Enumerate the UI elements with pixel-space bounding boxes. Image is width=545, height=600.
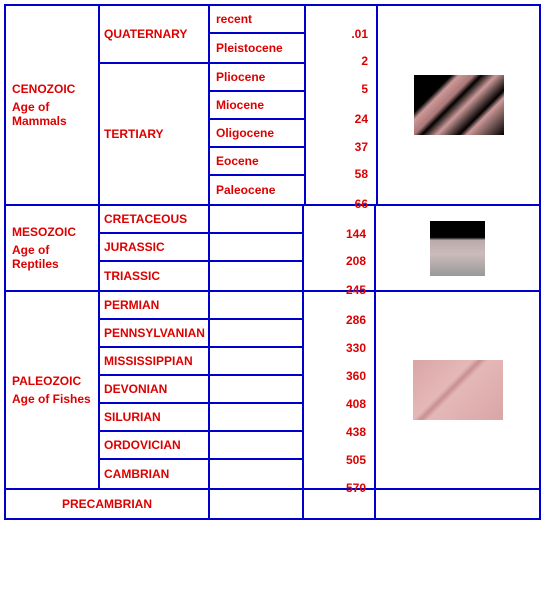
- time-val: 286: [346, 313, 366, 327]
- era-label-cell: PRECAMBRIAN: [6, 490, 210, 518]
- era-name: PALEOZOIC: [12, 374, 92, 388]
- time-col-precambrian: [304, 490, 376, 518]
- period-jurassic: JURASSIC: [100, 234, 208, 262]
- period-permian: PERMIAN: [100, 292, 208, 320]
- epoch-empty: [210, 234, 302, 262]
- era-image-cell: [376, 292, 539, 488]
- epoch-empty: [210, 320, 302, 348]
- period-tertiary: TERTIARY: [100, 64, 210, 204]
- time-val: 360: [346, 369, 366, 383]
- period-silurian: SILURIAN: [100, 404, 208, 432]
- epoch-empty: [210, 292, 302, 320]
- time-val: 330: [346, 341, 366, 355]
- time-val: 5: [361, 82, 368, 96]
- time-col-mesozoic: 144 208 245: [304, 206, 376, 290]
- period-mississippian: MISSISSIPPIAN: [100, 348, 208, 376]
- epoch-empty: [210, 262, 302, 290]
- period-quaternary: QUATERNARY: [100, 6, 210, 62]
- era-image-cell: [376, 490, 539, 518]
- epoch-pliocene: Pliocene: [210, 64, 304, 92]
- period-devonian: DEVONIAN: [100, 376, 208, 404]
- era-row-cenozoic: CENOZOIC Age of Mammals QUATERNARY recen…: [6, 6, 539, 206]
- time-val: 2: [361, 54, 368, 68]
- era-label-cell: CENOZOIC Age of Mammals: [6, 6, 100, 204]
- time-val: 144: [346, 227, 366, 241]
- mesozoic-epochs: [210, 206, 304, 290]
- epoch-empty: [210, 460, 302, 488]
- fish-image: [413, 360, 503, 420]
- period-cambrian: CAMBRIAN: [100, 460, 208, 488]
- epoch-oligocene: Oligocene: [210, 120, 304, 148]
- era-label-cell: PALEOZOIC Age of Fishes: [6, 292, 100, 488]
- reptile-image: [430, 221, 485, 276]
- era-row-mesozoic: MESOZOIC Age of Reptiles CRETACEOUS JURA…: [6, 206, 539, 292]
- time-val: 58: [355, 167, 368, 181]
- era-name: MESOZOIC: [12, 225, 92, 239]
- epoch-empty: [210, 206, 302, 234]
- time-val: 24: [355, 112, 368, 126]
- cenozoic-periods: QUATERNARY recent Pleistocene TERTIARY P…: [100, 6, 306, 204]
- era-subtitle: Age of Reptiles: [12, 243, 92, 271]
- time-val: 408: [346, 397, 366, 411]
- paleozoic-periods: PERMIAN PENNSYLVANIAN MISSISSIPPIAN DEVO…: [100, 292, 210, 488]
- period-cretaceous: CRETACEOUS: [100, 206, 208, 234]
- time-val: 505: [346, 453, 366, 467]
- era-name: PRECAMBRIAN: [62, 497, 152, 511]
- time-col-paleozoic: 286 330 360 408 438 505 570: [304, 292, 376, 488]
- era-label-cell: MESOZOIC Age of Reptiles: [6, 206, 100, 290]
- era-image-cell: [376, 206, 539, 290]
- time-val: .01: [351, 27, 368, 41]
- era-subtitle: Age of Fishes: [12, 392, 92, 406]
- time-val: 438: [346, 425, 366, 439]
- mammal-image: [414, 75, 504, 135]
- time-val: 37: [355, 140, 368, 154]
- era-name: CENOZOIC: [12, 82, 92, 96]
- epoch-miocene: Miocene: [210, 92, 304, 120]
- epoch-empty: [210, 376, 302, 404]
- epoch-empty: [210, 348, 302, 376]
- epoch-empty: [210, 490, 302, 518]
- epoch-empty: [210, 432, 302, 460]
- epoch-paleocene: Paleocene: [210, 176, 304, 204]
- precambrian-epochs: [210, 490, 304, 518]
- paleozoic-epochs: [210, 292, 304, 488]
- geologic-time-table: CENOZOIC Age of Mammals QUATERNARY recen…: [4, 4, 541, 520]
- epoch-recent: recent: [210, 6, 304, 34]
- epoch-empty: [210, 404, 302, 432]
- era-row-precambrian: PRECAMBRIAN: [6, 490, 539, 518]
- era-row-paleozoic: PALEOZOIC Age of Fishes PERMIAN PENNSYLV…: [6, 292, 539, 490]
- mesozoic-periods: CRETACEOUS JURASSIC TRIASSIC: [100, 206, 210, 290]
- period-pennsylvanian: PENNSYLVANIAN: [100, 320, 208, 348]
- epoch-eocene: Eocene: [210, 148, 304, 176]
- era-image-cell: [378, 6, 539, 204]
- era-subtitle: Age of Mammals: [12, 100, 92, 128]
- time-val: 208: [346, 254, 366, 268]
- period-ordovician: ORDOVICIAN: [100, 432, 208, 460]
- period-triassic: TRIASSIC: [100, 262, 208, 290]
- epoch-pleistocene: Pleistocene: [210, 34, 304, 62]
- time-col-cenozoic: .01 2 5 24 37 58 66: [306, 6, 378, 204]
